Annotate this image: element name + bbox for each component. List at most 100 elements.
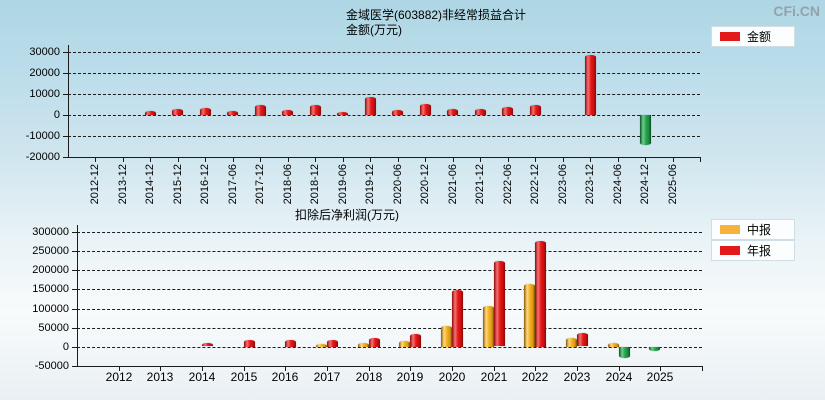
y-tick bbox=[72, 232, 77, 233]
x-axis-label: 2012 bbox=[105, 370, 133, 384]
bar bbox=[316, 344, 327, 347]
gridline bbox=[77, 270, 702, 271]
x-tick bbox=[700, 158, 701, 162]
x-tick bbox=[244, 367, 245, 371]
x-axis-label: 2020-06 bbox=[392, 164, 404, 205]
bar bbox=[200, 108, 211, 115]
x-tick bbox=[563, 158, 564, 162]
cfi-cn-logo: CFi.CN bbox=[773, 3, 820, 19]
y-axis-label: -20000 bbox=[25, 151, 60, 163]
bar bbox=[145, 111, 156, 115]
x-tick bbox=[119, 367, 120, 371]
bar bbox=[502, 107, 513, 115]
gridline bbox=[77, 309, 702, 310]
y-axis-label: 250000 bbox=[32, 245, 69, 257]
x-axis-label: 2022-06 bbox=[502, 164, 514, 205]
x-axis-label: 2024 bbox=[605, 370, 633, 384]
x-tick bbox=[577, 367, 578, 371]
interim-legend-label: 中报 bbox=[747, 222, 772, 237]
x-tick bbox=[233, 158, 234, 162]
y-axis-label: 300000 bbox=[32, 226, 69, 238]
annual-legend-swatch bbox=[720, 246, 740, 255]
bar bbox=[483, 306, 494, 347]
bar bbox=[619, 347, 630, 358]
x-axis-label: 2023 bbox=[563, 370, 591, 384]
x-axis-label: 2017-06 bbox=[227, 164, 239, 205]
y-axis-label: -50000 bbox=[34, 360, 69, 372]
x-tick bbox=[95, 158, 96, 162]
x-axis-label: 2012-12 bbox=[89, 164, 101, 205]
gridline bbox=[68, 136, 700, 137]
x-tick bbox=[673, 158, 674, 162]
x-axis-label: 2014-12 bbox=[144, 164, 156, 205]
bar bbox=[337, 112, 348, 115]
x-axis-label: 2016-12 bbox=[199, 164, 211, 205]
y-tick bbox=[72, 328, 77, 329]
y-tick bbox=[72, 347, 77, 348]
y-axis-label: -10000 bbox=[25, 130, 60, 142]
x-axis-label: 2019-06 bbox=[337, 164, 349, 205]
x-tick bbox=[150, 158, 151, 162]
bar bbox=[327, 340, 338, 347]
gridline bbox=[68, 115, 700, 116]
x-tick bbox=[410, 367, 411, 371]
bar bbox=[369, 338, 380, 347]
gridline bbox=[77, 289, 702, 290]
y-axis-label: 10000 bbox=[29, 88, 60, 100]
y-tick bbox=[72, 289, 77, 290]
x-tick bbox=[494, 367, 495, 371]
y-axis-label: 0 bbox=[53, 109, 60, 121]
y-axis-label: 30000 bbox=[29, 46, 60, 58]
x-axis-label: 2013-12 bbox=[117, 164, 129, 205]
x-tick bbox=[452, 367, 453, 371]
x-tick bbox=[369, 367, 370, 371]
y-tick bbox=[72, 366, 77, 367]
bar bbox=[392, 110, 403, 115]
x-tick bbox=[327, 367, 328, 371]
x-tick bbox=[178, 158, 179, 162]
chart1-legend: 金额 bbox=[711, 26, 795, 47]
x-axis-label: 2021-12 bbox=[474, 164, 486, 205]
x-tick bbox=[260, 158, 261, 162]
bar bbox=[244, 340, 255, 347]
y-axis-label: 20000 bbox=[29, 67, 60, 79]
x-axis bbox=[68, 157, 701, 158]
bar bbox=[358, 343, 369, 347]
bar bbox=[530, 105, 541, 115]
x-axis-label: 2025-06 bbox=[667, 164, 679, 205]
y-tick bbox=[63, 52, 68, 53]
x-tick bbox=[645, 158, 646, 162]
bar bbox=[441, 326, 452, 347]
bar bbox=[475, 109, 486, 115]
bar bbox=[535, 241, 546, 347]
bar bbox=[452, 290, 463, 347]
x-tick bbox=[590, 158, 591, 162]
y-axis-label: 100000 bbox=[32, 303, 69, 315]
x-axis-label: 2018 bbox=[355, 370, 383, 384]
x-axis-label: 2014 bbox=[188, 370, 216, 384]
x-axis-label: 2023-12 bbox=[584, 164, 596, 205]
x-axis-label: 2024-12 bbox=[639, 164, 651, 205]
x-tick bbox=[202, 367, 203, 371]
x-axis-label: 2019-12 bbox=[364, 164, 376, 205]
x-tick bbox=[453, 158, 454, 162]
x-tick bbox=[480, 158, 481, 162]
y-tick bbox=[72, 270, 77, 271]
y-axis bbox=[77, 225, 78, 366]
y-axis-label: 150000 bbox=[32, 283, 69, 295]
x-tick bbox=[425, 158, 426, 162]
x-axis-label: 2018-12 bbox=[309, 164, 321, 205]
amount-legend-swatch bbox=[720, 32, 740, 41]
x-axis-label: 2023-06 bbox=[557, 164, 569, 205]
x-tick bbox=[535, 158, 536, 162]
x-axis-label: 2022 bbox=[521, 370, 549, 384]
y-axis-label: 50000 bbox=[38, 322, 69, 334]
bar bbox=[608, 343, 619, 347]
bar bbox=[494, 261, 505, 346]
x-tick bbox=[618, 158, 619, 162]
bar bbox=[255, 105, 266, 116]
bar bbox=[524, 284, 535, 347]
bar bbox=[310, 105, 321, 115]
x-axis-label: 2025 bbox=[646, 370, 674, 384]
x-tick bbox=[508, 158, 509, 162]
